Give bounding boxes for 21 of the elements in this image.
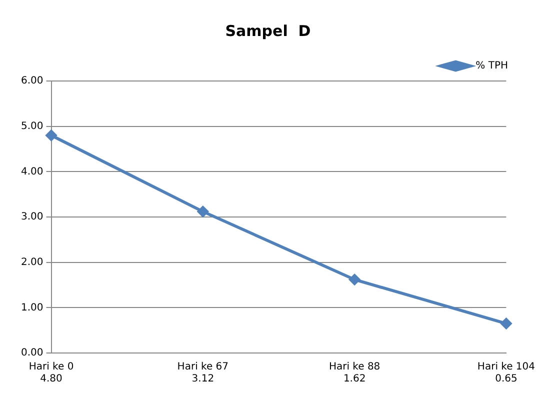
data-label: 4.80 — [40, 374, 62, 385]
y-tick-label: 3.00 — [21, 212, 44, 223]
point — [500, 318, 512, 330]
y-tick-label: 6.00 — [21, 76, 44, 87]
point — [46, 130, 57, 141]
x-tick-label: Hari ke 67 — [177, 362, 229, 373]
legend-label: % TPH — [476, 60, 508, 72]
point — [197, 206, 208, 218]
data-label: 1.62 — [343, 374, 366, 385]
y-tick-label: 5.00 — [21, 120, 44, 132]
y-tick-label: 0.00 — [21, 348, 44, 359]
x-tick-label: Hari ke 88 — [328, 362, 380, 373]
y-tick-label: 1.00 — [21, 302, 44, 314]
point — [349, 274, 360, 286]
y-tick-label: 4.00 — [21, 166, 44, 178]
data-label: 0.65 — [495, 374, 518, 385]
data-label: 3.12 — [192, 374, 214, 385]
x-tick-label: Hari ke 0 — [28, 362, 74, 373]
chart-title: Sampel D — [225, 22, 311, 40]
x-tick-label: Hari ke 104 — [477, 362, 536, 373]
y-tick-label: 2.00 — [21, 256, 44, 268]
